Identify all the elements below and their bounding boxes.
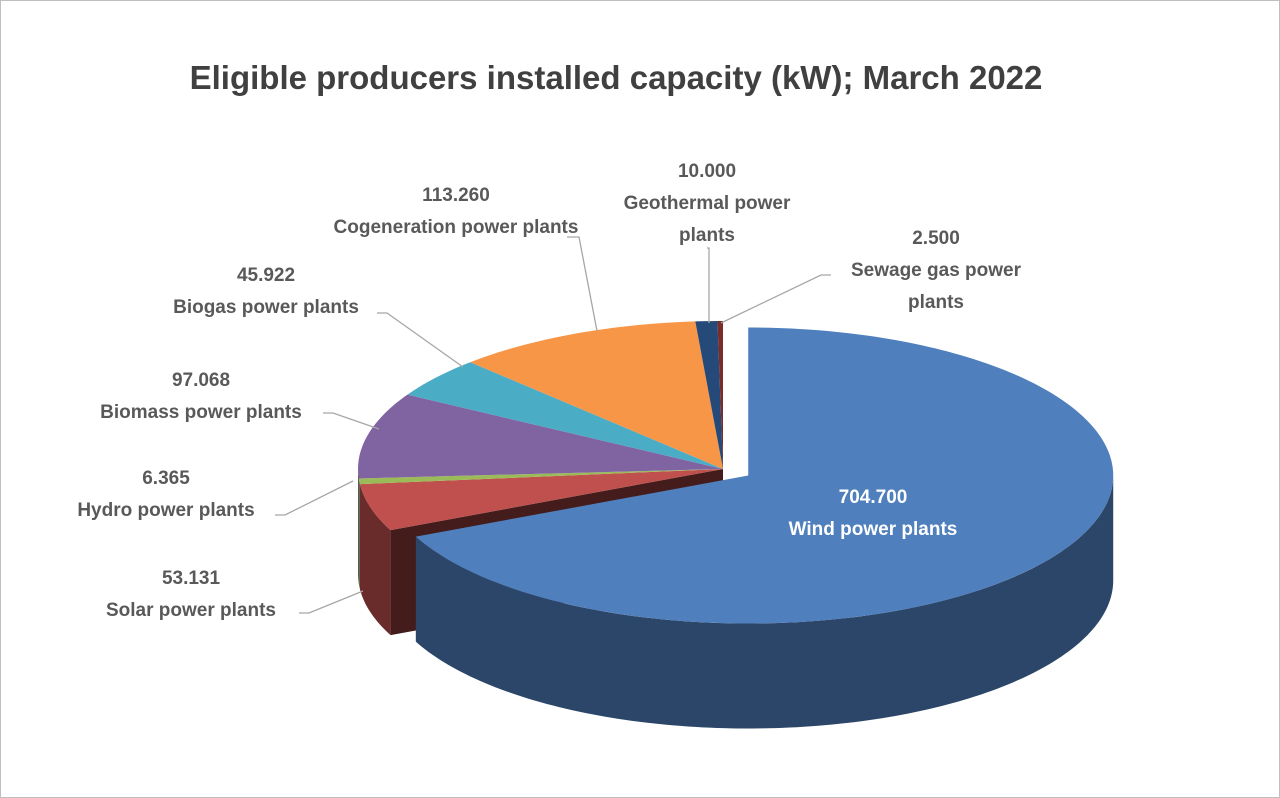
slice-side <box>359 484 391 636</box>
slice-side <box>415 475 1114 729</box>
pie-slice <box>359 469 723 531</box>
category-label: Sewage gas power plants <box>850 260 1021 313</box>
leader-line <box>720 274 831 324</box>
data-label: 45.922 <box>236 265 296 286</box>
pie-slice <box>415 327 1114 624</box>
slice-side <box>358 478 360 590</box>
leader-line <box>299 590 364 614</box>
leader-line <box>707 247 710 323</box>
category-label: Cogeneration power plants <box>333 217 579 238</box>
category-label: Biogas power plants <box>173 297 359 318</box>
data-label: 6.365 <box>142 468 190 489</box>
category-label: Solar power plants <box>106 600 276 621</box>
data-label: 53.131 <box>161 568 221 589</box>
leader-line <box>377 312 464 368</box>
leader-line <box>567 236 598 332</box>
pie-slice <box>407 362 723 469</box>
pie-slice <box>470 321 723 469</box>
data-label: 704.700 <box>838 487 908 508</box>
data-label: 2.500 <box>912 228 960 249</box>
category-label: Biomass power plants <box>100 402 302 423</box>
category-label: Wind power plants <box>788 519 958 540</box>
chart-title: Eligible producers installed capacity (k… <box>189 59 1043 96</box>
data-label: 97.068 <box>171 370 231 391</box>
pie-slice <box>695 321 723 469</box>
leader-line <box>323 412 380 430</box>
data-label: 113.260 <box>422 185 490 206</box>
data-label: 10.000 <box>677 161 737 182</box>
slice-side <box>358 469 359 584</box>
pie-slice <box>717 321 723 469</box>
category-label: Geothermal power plants <box>623 193 791 246</box>
pie-slice <box>358 394 723 479</box>
category-label: Hydro power plants <box>77 500 255 521</box>
leader-line <box>275 480 354 516</box>
pie-slice <box>358 469 723 485</box>
